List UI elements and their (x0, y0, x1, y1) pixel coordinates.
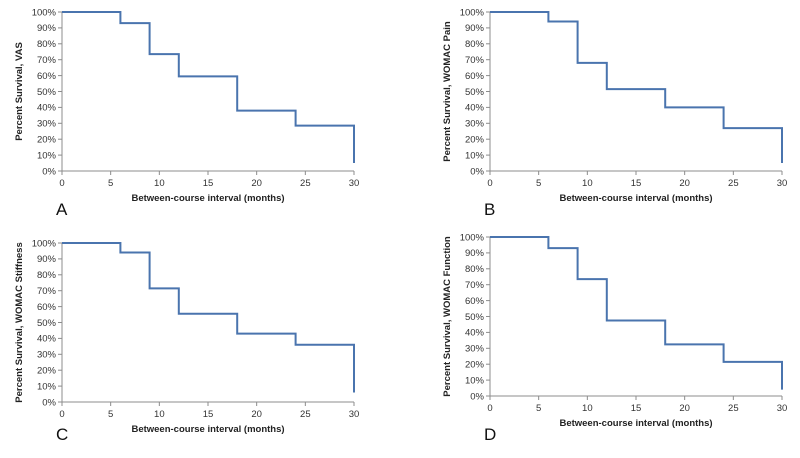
x-tick-label: 25 (300, 409, 311, 420)
y-tick-label: 10% (465, 150, 485, 161)
y-tick-label: 40% (37, 334, 57, 345)
survival-chart-b: 0% 10% 20% 30% 40% 50% 60% 70% 80% 90% 100% 0 5 10 15 2… (442, 7, 788, 204)
y-tick-label: 60% (465, 296, 485, 307)
y-tick-label: 50% (37, 318, 57, 329)
y-tick-label: 90% (465, 23, 485, 34)
y-tick-label: 80% (465, 264, 485, 275)
x-tick-label: 20 (679, 178, 690, 189)
x-tick-label: 20 (251, 178, 262, 189)
x-tick-label: 5 (536, 178, 541, 189)
y-tick-label: 50% (37, 87, 57, 98)
y-tick-label: 20% (37, 135, 57, 146)
survival-chart-a: 0% 10% 20% 30% 40% 50% 60% 70% 80% 90% 100% 0 5 10 15 2… (14, 7, 360, 204)
x-tick-label: 30 (349, 178, 360, 189)
chart-panel-c: 0% 10% 20% 30% 40% 50% 60% 70% 80% 90% 100% 0 5 10 15 2… (0, 229, 400, 458)
x-axis-title: Between-course interval (months) (559, 418, 712, 429)
y-axis-title: Percent Survival, WOMAC Pain (442, 21, 453, 162)
y-tick-label: 50% (465, 312, 485, 323)
survival-chart-c: 0% 10% 20% 30% 40% 50% 60% 70% 80% 90% 100% 0 5 10 15 2… (14, 238, 360, 435)
y-tick-label: 70% (465, 280, 485, 291)
panel-letter-b: B (484, 200, 496, 219)
x-tick-label: 10 (154, 178, 165, 189)
y-tick-label: 90% (465, 248, 485, 259)
survival-chart-d: 0% 10% 20% 30% 40% 50% 60% 70% 80% 90% 100% 0 5 10 15 2… (442, 232, 788, 429)
y-tick-label: 100% (460, 232, 485, 243)
x-tick-label: 5 (108, 178, 113, 189)
y-tick-label: 0% (470, 391, 484, 402)
y-tick-label: 100% (460, 7, 485, 18)
panel-letter-c: C (56, 425, 69, 444)
x-tick-label: 10 (582, 178, 593, 189)
survival-step-line (62, 11, 355, 164)
x-tick-label: 10 (154, 409, 165, 420)
x-tick-label: 15 (631, 178, 642, 189)
y-tick-label: 0% (42, 397, 56, 408)
y-tick-label: 20% (465, 135, 485, 146)
y-axis-title: Percent Survival, WOMAC Function (442, 236, 453, 397)
x-axis-title: Between-course interval (months) (131, 424, 284, 435)
y-tick-label: 40% (37, 103, 57, 114)
chart-panel-b: 0% 10% 20% 30% 40% 50% 60% 70% 80% 90% 100% 0 5 10 15 2… (400, 0, 800, 229)
y-tick-label: 40% (465, 328, 485, 339)
x-axis-title: Between-course interval (months) (131, 193, 284, 204)
y-tick-label: 0% (470, 166, 484, 177)
y-tick-label: 80% (37, 270, 57, 281)
y-tick-label: 50% (465, 87, 485, 98)
x-tick-label: 30 (777, 178, 788, 189)
y-tick-label: 60% (37, 302, 57, 313)
y-axis-title: Percent Survival, VAS (14, 42, 25, 141)
x-tick-label: 5 (536, 403, 541, 414)
x-tick-label: 25 (728, 178, 739, 189)
y-tick-label: 100% (32, 238, 57, 249)
chart-panel-d: 0% 10% 20% 30% 40% 50% 60% 70% 80% 90% 100% 0 5 10 15 2… (400, 229, 800, 458)
x-tick-label: 25 (728, 403, 739, 414)
y-tick-label: 70% (37, 286, 57, 297)
panel-letter-d: D (484, 425, 497, 444)
y-tick-label: 20% (465, 360, 485, 371)
y-tick-label: 20% (37, 366, 57, 377)
y-tick-label: 100% (32, 7, 57, 18)
y-tick-label: 80% (37, 39, 57, 50)
x-tick-label: 15 (203, 178, 214, 189)
y-tick-label: 10% (37, 381, 57, 392)
x-tick-label: 0 (487, 178, 492, 189)
y-tick-label: 70% (37, 55, 57, 66)
y-tick-label: 30% (37, 119, 57, 130)
x-tick-label: 25 (300, 178, 311, 189)
y-tick-label: 30% (465, 344, 485, 355)
x-tick-label: 10 (582, 403, 593, 414)
y-tick-label: 0% (42, 166, 56, 177)
x-tick-label: 15 (631, 403, 642, 414)
y-tick-label: 10% (465, 375, 485, 386)
y-axis-title: Percent Survival, WOMAC Stiffness (14, 242, 25, 402)
y-tick-label: 40% (465, 103, 485, 114)
x-axis-title: Between-course interval (months) (559, 193, 712, 204)
y-tick-label: 60% (37, 71, 57, 82)
x-tick-label: 15 (203, 409, 214, 420)
y-tick-label: 90% (37, 254, 57, 265)
y-tick-label: 30% (37, 350, 57, 361)
survival-step-line (490, 236, 783, 390)
x-tick-label: 0 (487, 403, 492, 414)
chart-panel-a: 0% 10% 20% 30% 40% 50% 60% 70% 80% 90% 100% 0 5 10 15 2… (0, 0, 400, 229)
survival-step-line (62, 242, 355, 393)
x-tick-label: 20 (251, 409, 262, 420)
y-tick-label: 10% (37, 150, 57, 161)
x-tick-label: 30 (349, 409, 360, 420)
x-tick-label: 20 (679, 403, 690, 414)
y-tick-label: 80% (465, 39, 485, 50)
survival-step-line (490, 11, 783, 164)
y-tick-label: 60% (465, 71, 485, 82)
x-tick-label: 0 (59, 409, 64, 420)
y-tick-label: 70% (465, 55, 485, 66)
y-tick-label: 30% (465, 119, 485, 130)
x-tick-label: 30 (777, 403, 788, 414)
x-tick-label: 5 (108, 409, 113, 420)
panel-letter-a: A (56, 200, 68, 219)
y-tick-label: 90% (37, 23, 57, 34)
x-tick-label: 0 (59, 178, 64, 189)
